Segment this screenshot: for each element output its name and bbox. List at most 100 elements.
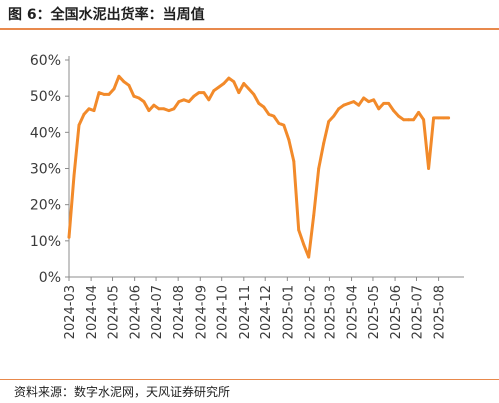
y-axis: 0% 10% 20% 30% 40% 50% 60% <box>30 53 70 286</box>
data-point <box>117 74 121 78</box>
data-point <box>422 118 425 122</box>
data-point <box>92 109 96 112</box>
x-tick-label: 2024-06 <box>129 285 144 339</box>
data-point <box>267 112 271 116</box>
data-point <box>222 82 226 85</box>
data-point <box>317 167 321 170</box>
data-point <box>102 93 106 96</box>
data-point <box>177 100 181 103</box>
data-point <box>192 94 196 98</box>
data-point <box>202 91 206 94</box>
data-point <box>327 120 331 123</box>
data-point <box>352 100 356 103</box>
x-tick-label: 2024-04 <box>85 285 100 339</box>
data-point <box>182 98 186 102</box>
data-point <box>442 116 445 120</box>
footer-divider <box>0 379 499 380</box>
data-point <box>237 91 241 94</box>
data-point <box>427 167 430 170</box>
data-point <box>342 103 346 107</box>
x-tick-label: 2024-03 <box>63 285 78 339</box>
data-point <box>227 76 231 80</box>
data-point <box>97 91 101 94</box>
data-point <box>337 107 341 111</box>
data-point <box>147 109 151 112</box>
data-point <box>142 100 146 103</box>
source-note: 资料来源：数字水泥网，天风证券研究所 <box>14 385 231 399</box>
data-point <box>302 243 306 246</box>
plot-area <box>67 74 451 259</box>
x-tick-label: 2024-07 <box>150 285 165 339</box>
y-tick-label: 20% <box>30 198 61 214</box>
x-tick-label: 2024-08 <box>172 285 187 339</box>
data-point <box>262 105 266 109</box>
x-tick-label: 2025-01 <box>281 285 296 339</box>
data-point <box>417 111 420 114</box>
data-point <box>87 107 91 111</box>
y-tick-label: 0% <box>39 270 61 286</box>
data-point <box>312 214 316 217</box>
data-point <box>162 107 166 111</box>
data-point <box>367 100 371 103</box>
data-point <box>152 103 156 107</box>
data-point <box>277 121 281 125</box>
data-point <box>397 114 400 118</box>
data-point <box>332 114 336 118</box>
data-point <box>287 138 291 142</box>
data-point <box>297 228 301 232</box>
data-point <box>347 102 351 105</box>
data-point <box>257 102 261 105</box>
x-tick-label: 2025-03 <box>323 285 338 339</box>
data-point <box>292 159 296 163</box>
data-point <box>447 116 450 120</box>
x-tick-label: 2025-06 <box>389 285 404 339</box>
data-point <box>247 87 251 91</box>
chart-title: 图 6：全国水泥出货率：当周值 <box>8 7 205 23</box>
line-chart: 0%10%20%30%40%50%60% 2024-03 2024-04 2024-… <box>30 53 464 339</box>
data-point <box>197 91 201 94</box>
data-point <box>167 109 171 112</box>
data-point <box>372 98 376 102</box>
data-point <box>137 96 141 100</box>
data-point <box>412 118 415 122</box>
data-point <box>307 255 311 259</box>
data-point <box>107 93 111 96</box>
data-point <box>437 116 440 120</box>
data-point <box>132 94 136 98</box>
data-point <box>112 87 116 91</box>
data-point <box>242 82 246 85</box>
data-point <box>272 114 276 118</box>
data-point <box>77 123 81 127</box>
data-point <box>357 103 361 107</box>
x-tick-label: 2025-02 <box>303 285 318 339</box>
data-point <box>82 112 86 116</box>
x-tick-label: 2024-12 <box>259 285 274 339</box>
data-point <box>392 109 395 112</box>
data-point <box>127 83 131 87</box>
x-axis: 2024-03 2024-04 2024-05 2024-06 2024-07 2024-… <box>63 276 464 339</box>
data-point <box>362 96 366 100</box>
data-point <box>252 93 256 96</box>
x-tick-label: 2025-08 <box>433 285 448 339</box>
data-point <box>122 80 126 84</box>
x-tick-label: 2024-11 <box>238 285 253 339</box>
data-point <box>407 118 410 122</box>
data-point <box>402 118 405 122</box>
y-tick-label: 10% <box>30 234 61 250</box>
data-point <box>187 100 191 103</box>
x-tick-label: 2024-09 <box>194 285 209 339</box>
data-point <box>282 123 286 127</box>
data-point <box>212 89 216 93</box>
x-tick-label: 2025-05 <box>367 285 382 339</box>
y-tick-label: 60% <box>30 53 61 69</box>
data-point <box>157 107 161 111</box>
data-point <box>387 102 390 105</box>
y-tick-label: 40% <box>30 125 61 141</box>
y-tick-label: 50% <box>30 89 61 105</box>
data-point <box>432 116 435 120</box>
title-divider <box>0 28 499 30</box>
data-point <box>382 102 386 105</box>
x-tick-label: 2025-07 <box>410 285 425 339</box>
data-point <box>172 107 176 111</box>
data-point <box>72 174 76 178</box>
